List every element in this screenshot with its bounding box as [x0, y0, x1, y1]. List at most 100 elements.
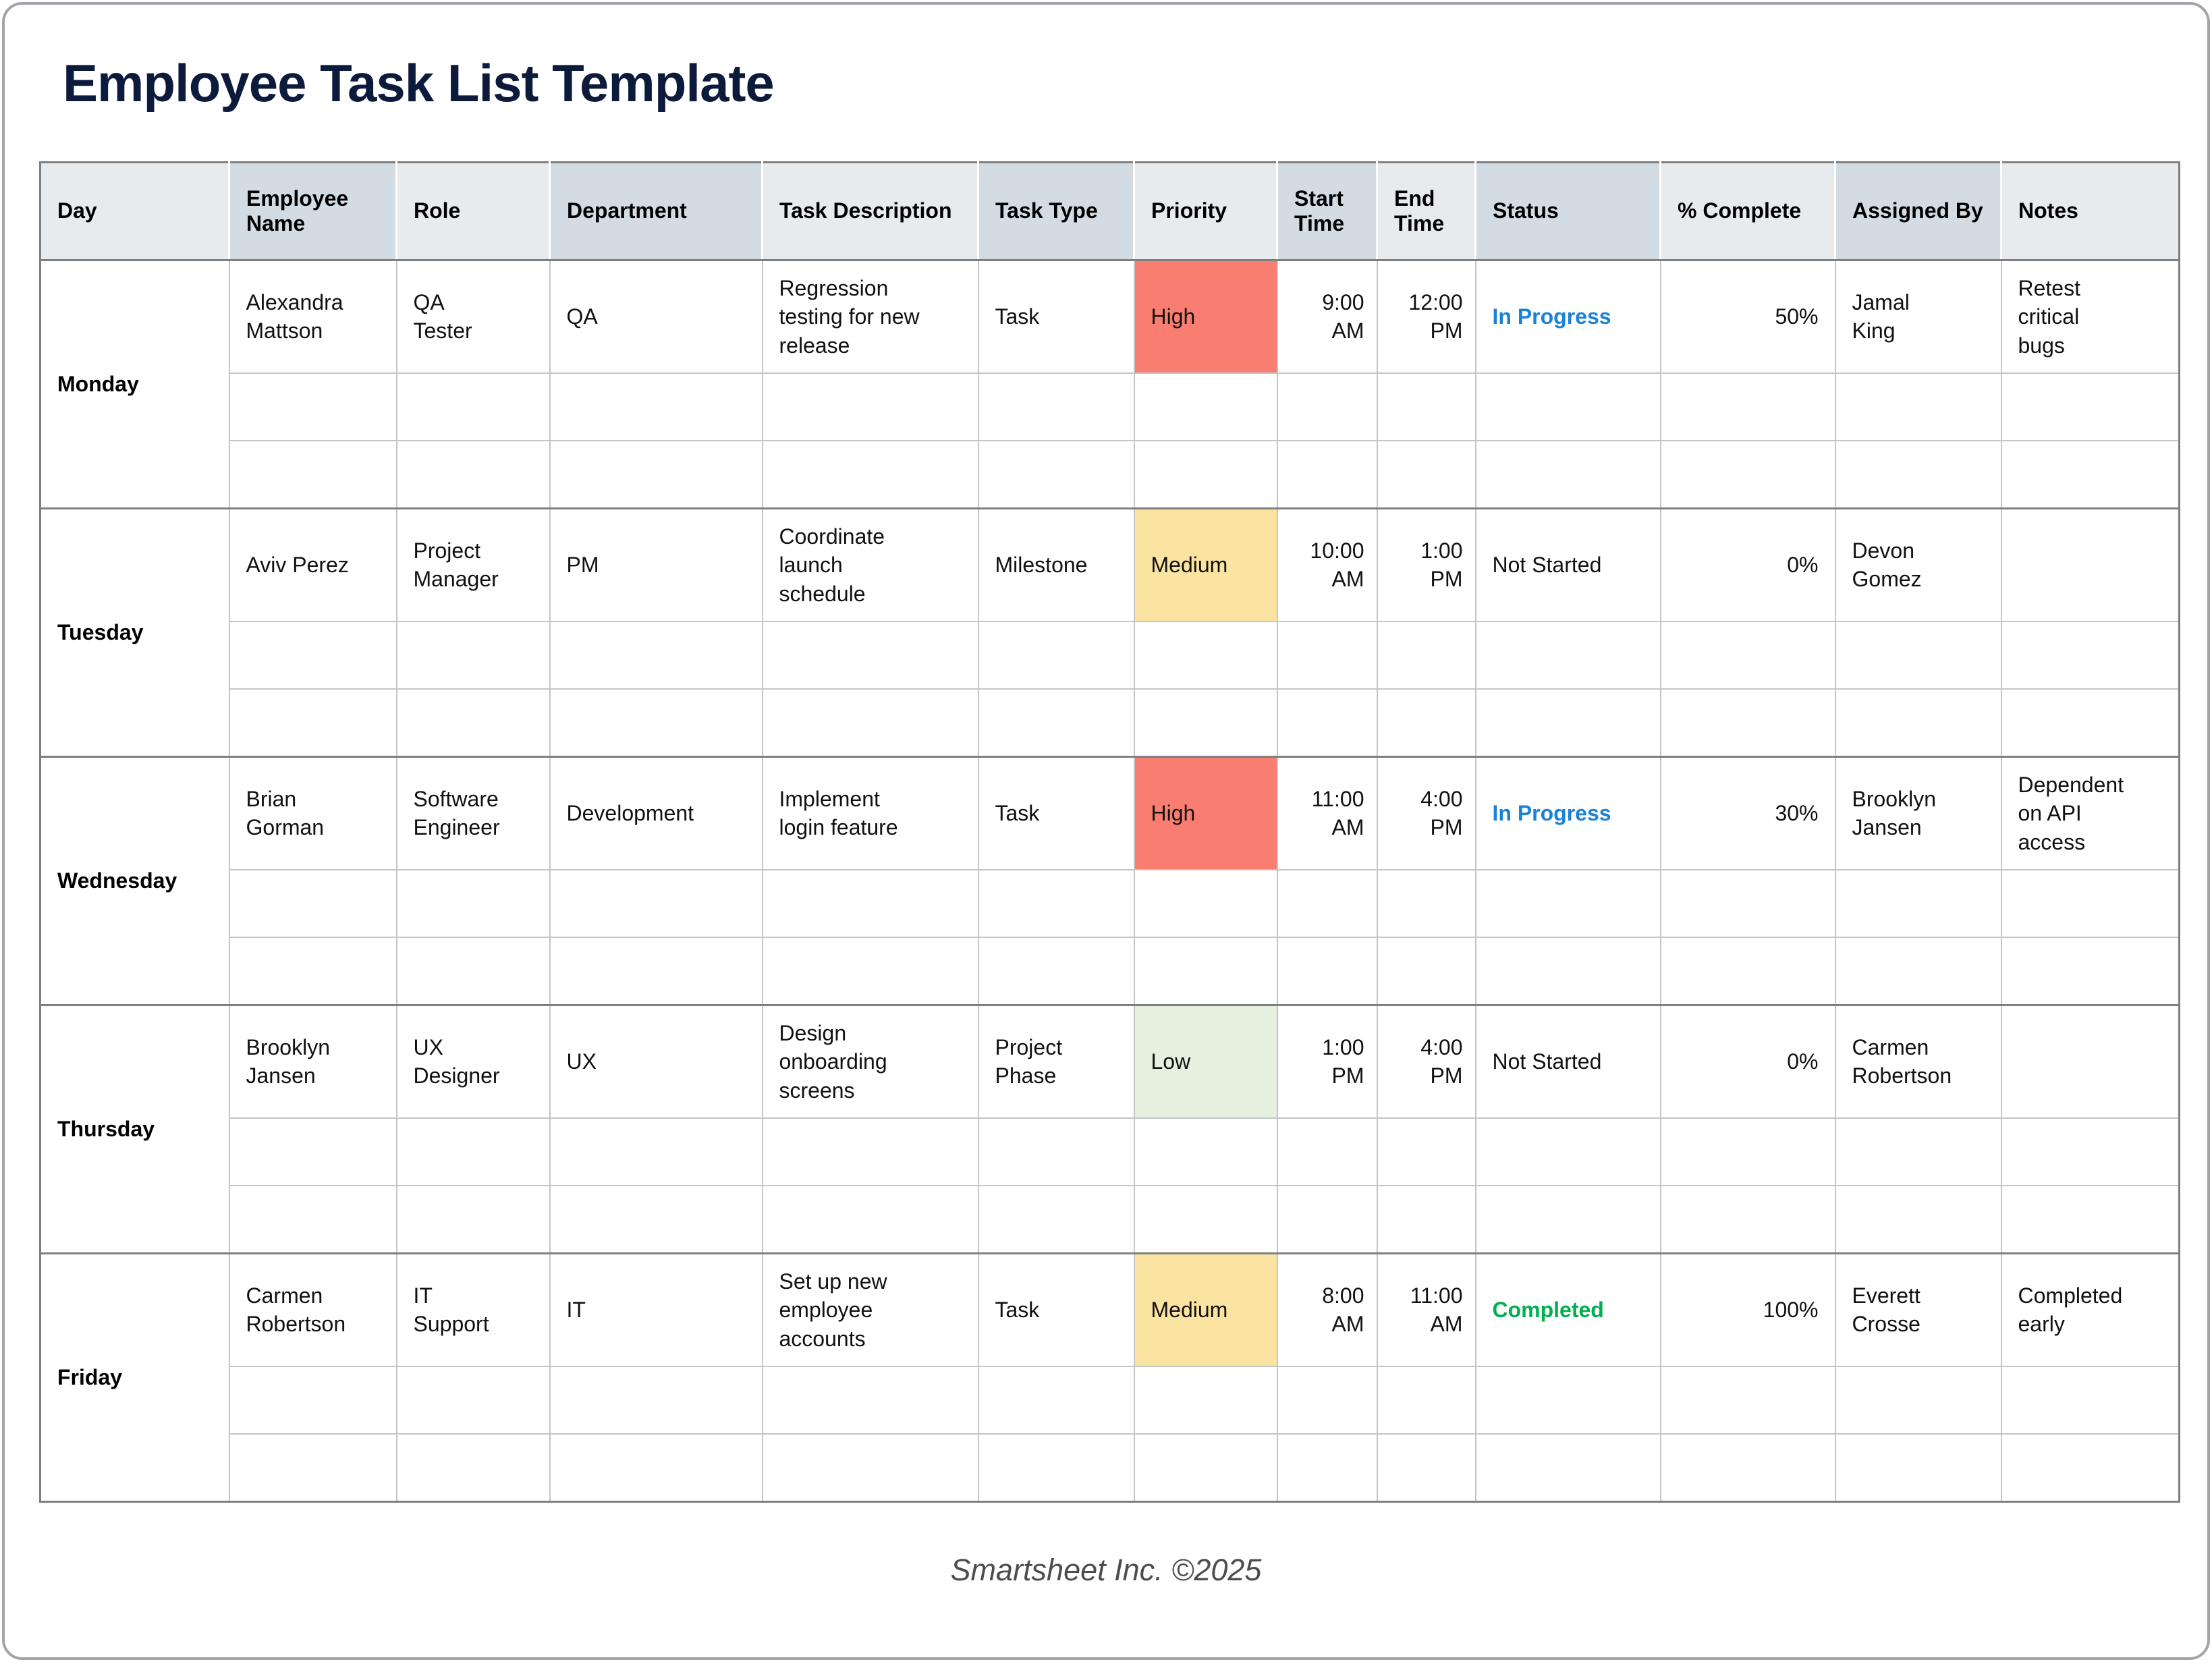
empty-cell [1834, 688, 2002, 758]
empty-cell [1133, 621, 1278, 690]
table-row [40, 621, 2180, 690]
empty-cell [549, 440, 763, 509]
empty-cell [549, 1433, 763, 1503]
cell-percent-complete: 0% [1659, 507, 1836, 623]
cell-percent-complete: 100% [1659, 1252, 1836, 1368]
empty-cell [2000, 869, 2180, 939]
col-priority: Priority [1133, 162, 1278, 261]
cell-role: Project Manager [395, 507, 551, 623]
cell-employee-name: Brian Gorman [228, 756, 397, 871]
cell-notes: Completed early [2000, 1252, 2180, 1368]
empty-cell [1834, 1433, 2002, 1503]
empty-cell [228, 1117, 397, 1187]
cell-start-time: 10:00 AM [1276, 507, 1378, 623]
empty-cell [1834, 372, 2002, 442]
table-row [40, 937, 2180, 1006]
empty-cell [1659, 621, 1836, 690]
cell-employee-name: Aviv Perez [228, 507, 397, 623]
empty-cell [2000, 937, 2180, 1006]
table-row [40, 869, 2180, 939]
empty-cell [761, 1117, 979, 1187]
cell-percent-complete: 50% [1659, 259, 1836, 375]
cell-end-time: 4:00 PM [1376, 756, 1476, 871]
empty-cell [1474, 1366, 1661, 1435]
empty-cell [2000, 621, 2180, 690]
empty-cell [1659, 372, 1836, 442]
empty-cell [1376, 1117, 1476, 1187]
empty-cell [2000, 1433, 2180, 1503]
empty-cell [1276, 1185, 1378, 1254]
cell-department: Development [549, 756, 763, 871]
cell-task-type: Task [977, 259, 1135, 375]
empty-cell [228, 621, 397, 690]
empty-cell [549, 688, 763, 758]
empty-cell [395, 621, 551, 690]
cell-task-description: Regression testing for new release [761, 259, 979, 375]
empty-cell [1474, 440, 1661, 509]
cell-department: PM [549, 507, 763, 623]
day-group-friday: Friday Carmen Robertson IT Support IT Se… [39, 1252, 2180, 1503]
cell-employee-name: Carmen Robertson [228, 1252, 397, 1368]
empty-cell [1376, 1366, 1476, 1435]
cell-priority: High [1133, 259, 1278, 375]
empty-cell [977, 937, 1135, 1006]
empty-cell [1133, 688, 1278, 758]
empty-cell [2000, 1366, 2180, 1435]
employee-task-table: Day Employee Name Role Department Task D… [39, 161, 2180, 1503]
empty-cell [1133, 937, 1278, 1006]
cell-department: UX [549, 1004, 763, 1119]
table-row [40, 372, 2180, 442]
empty-cell [395, 1185, 551, 1254]
cell-task-description: Implement login feature [761, 756, 979, 871]
col-role: Role [395, 162, 551, 261]
cell-role: Software Engineer [395, 756, 551, 871]
empty-cell [1133, 1117, 1278, 1187]
empty-cell [1474, 688, 1661, 758]
empty-cell [1659, 1366, 1836, 1435]
col-day: Day [40, 162, 230, 261]
empty-cell [761, 1433, 979, 1503]
empty-cell [549, 1117, 763, 1187]
empty-cell [1133, 1185, 1278, 1254]
empty-cell [761, 1185, 979, 1254]
cell-assigned-by: Everett Crosse [1834, 1252, 2002, 1368]
empty-cell [761, 372, 979, 442]
cell-notes: Dependent on API access [2000, 756, 2180, 871]
empty-cell [228, 1366, 397, 1435]
empty-cell [549, 372, 763, 442]
cell-percent-complete: 0% [1659, 1004, 1836, 1119]
empty-cell [1276, 869, 1378, 939]
empty-cell [977, 688, 1135, 758]
table-row [40, 1433, 2180, 1503]
cell-task-description: Coordinate launch schedule [761, 507, 979, 623]
cell-notes [2000, 1004, 2180, 1119]
empty-cell [977, 440, 1135, 509]
empty-cell [1276, 688, 1378, 758]
day-label: Monday [39, 259, 230, 509]
empty-cell [761, 869, 979, 939]
cell-priority: High [1133, 756, 1278, 871]
empty-cell [1376, 937, 1476, 1006]
empty-cell [1474, 1117, 1661, 1187]
empty-cell [395, 1366, 551, 1435]
empty-cell [1376, 440, 1476, 509]
empty-cell [761, 937, 979, 1006]
col-notes: Notes [2000, 162, 2180, 261]
empty-cell [2000, 1185, 2180, 1254]
table-row: Friday Carmen Robertson IT Support IT Se… [39, 1252, 2180, 1503]
empty-cell [228, 937, 397, 1006]
cell-end-time: 12:00 PM [1376, 259, 1476, 375]
cell-status: In Progress [1474, 259, 1661, 375]
cell-status: Completed [1474, 1252, 1661, 1368]
cell-employee-name: Alexandra Mattson [228, 259, 397, 375]
cell-task-type: Milestone [977, 507, 1135, 623]
empty-cell [1659, 937, 1836, 1006]
col-assigned-by: Assigned By [1834, 162, 2002, 261]
cell-task-type: Project Phase [977, 1004, 1135, 1119]
empty-cell [1474, 937, 1661, 1006]
cell-assigned-by: Devon Gomez [1834, 507, 2002, 623]
empty-cell [1659, 440, 1836, 509]
empty-cell [228, 372, 397, 442]
table-row: Thursday Brooklyn Jansen UX Designer UX … [39, 1004, 2180, 1254]
